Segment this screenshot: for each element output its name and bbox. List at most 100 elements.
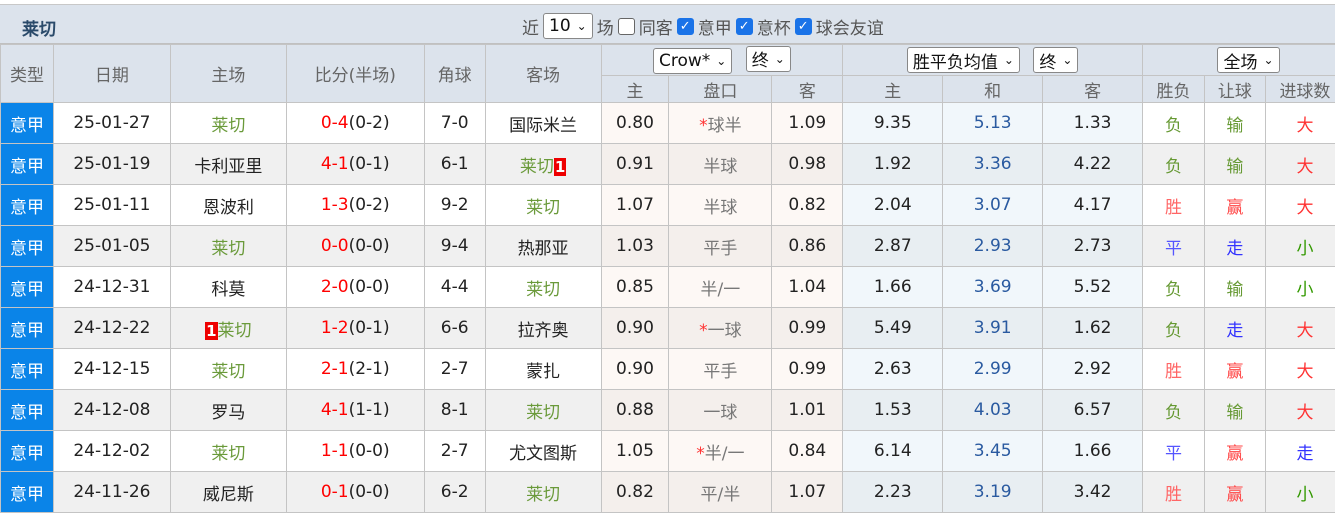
ah-type-select[interactable]: 终⌄ — [746, 46, 791, 72]
ah-home-odds: 0.90 — [601, 349, 669, 390]
coppa-checkbox[interactable]: ✓ — [736, 18, 753, 35]
same-away-checkbox[interactable] — [618, 18, 635, 35]
home-team[interactable]: 卡利亚里 — [194, 157, 262, 177]
match-count-select[interactable]: 10⌄ — [543, 13, 593, 39]
ah-line-cell: *球半 — [669, 103, 772, 144]
eu-draw-odds: 3.45 — [943, 431, 1043, 472]
home-team-cell[interactable]: 莱切 — [170, 226, 286, 267]
away-team[interactable]: 莱切 — [526, 485, 560, 505]
full-score[interactable]: 1-1 — [321, 441, 349, 461]
full-score[interactable]: 0-1 — [321, 482, 349, 502]
ah-home-odds: 0.82 — [601, 472, 669, 513]
league-type[interactable]: 意甲 — [1, 185, 54, 226]
full-score[interactable]: 4-1 — [321, 400, 349, 420]
full-score[interactable]: 1-3 — [321, 195, 349, 215]
red-card-badge: 1 — [554, 158, 566, 176]
euro-company-select[interactable]: 胜平负均值⌄ — [907, 47, 1020, 73]
full-score[interactable]: 4-1 — [321, 154, 349, 174]
away-team-cell[interactable]: 拉齐奥 — [485, 308, 601, 349]
away-team-cell[interactable]: 莱切 — [485, 185, 601, 226]
col-result: 胜负 — [1143, 76, 1205, 103]
league-type[interactable]: 意甲 — [1, 390, 54, 431]
home-team[interactable]: 莱切 — [211, 362, 245, 382]
league-type[interactable]: 意甲 — [1, 226, 54, 267]
away-team[interactable]: 莱切 — [526, 198, 560, 218]
away-team[interactable]: 莱切 — [526, 280, 560, 300]
away-team-cell[interactable]: 蒙扎 — [485, 349, 601, 390]
result: 负 — [1143, 390, 1205, 431]
home-team[interactable]: 莱切 — [211, 444, 245, 464]
away-team[interactable]: 蒙扎 — [526, 362, 560, 382]
league-type[interactable]: 意甲 — [1, 144, 54, 185]
home-team-cell[interactable]: 罗马 — [170, 390, 286, 431]
full-score[interactable]: 0-0 — [321, 236, 349, 256]
eu-draw-odds: 2.99 — [943, 349, 1043, 390]
league-type[interactable]: 意甲 — [1, 103, 54, 144]
away-team[interactable]: 拉齐奥 — [518, 321, 569, 341]
home-team[interactable]: 莱切 — [218, 321, 252, 341]
home-team-cell[interactable]: 莱切 — [170, 431, 286, 472]
eu-away-odds: 1.62 — [1043, 308, 1143, 349]
home-team-cell[interactable]: 莱切 — [170, 349, 286, 390]
league-type[interactable]: 意甲 — [1, 267, 54, 308]
ah-line: 半球 — [703, 157, 737, 177]
full-score[interactable]: 2-1 — [321, 359, 349, 379]
euro-type-select[interactable]: 终⌄ — [1033, 47, 1078, 73]
league-type[interactable]: 意甲 — [1, 308, 54, 349]
home-team-cell[interactable]: 科莫 — [170, 267, 286, 308]
away-team-cell[interactable]: 尤文图斯 — [485, 431, 601, 472]
home-team[interactable]: 莱切 — [211, 239, 245, 259]
table-row: 意甲 25-01-27 莱切 0-4(0-2) 7-0 国际米兰 0.80 *球… — [1, 103, 1335, 144]
score-cell[interactable]: 1-1(0-0) — [286, 431, 424, 472]
home-team-cell[interactable]: 恩波利 — [170, 185, 286, 226]
away-team-cell[interactable]: 莱切1 — [485, 144, 601, 185]
league-type[interactable]: 意甲 — [1, 431, 54, 472]
away-team[interactable]: 国际米兰 — [509, 116, 577, 136]
home-team[interactable]: 罗马 — [211, 403, 245, 423]
serie-a-checkbox[interactable]: ✓ — [677, 18, 694, 35]
home-team-cell[interactable]: 莱切 — [170, 103, 286, 144]
score-cell[interactable]: 4-1(1-1) — [286, 390, 424, 431]
ah-line: 平手 — [703, 362, 737, 382]
result: 平 — [1143, 431, 1205, 472]
eu-away-odds: 2.73 — [1043, 226, 1143, 267]
score-cell[interactable]: 1-2(0-1) — [286, 308, 424, 349]
score-cell[interactable]: 0-0(0-0) — [286, 226, 424, 267]
friendly-checkbox[interactable]: ✓ — [795, 18, 812, 35]
away-team-cell[interactable]: 莱切 — [485, 267, 601, 308]
away-team-cell[interactable]: 热那亚 — [485, 226, 601, 267]
away-team-cell[interactable]: 莱切 — [485, 472, 601, 513]
company-select[interactable]: Crow*⌄ — [653, 48, 732, 74]
score-cell[interactable]: 2-0(0-0) — [286, 267, 424, 308]
score-cell[interactable]: 2-1(2-1) — [286, 349, 424, 390]
score-cell[interactable]: 0-4(0-2) — [286, 103, 424, 144]
home-team-cell[interactable]: 1莱切 — [170, 308, 286, 349]
home-team[interactable]: 威尼斯 — [203, 485, 254, 505]
home-team-cell[interactable]: 威尼斯 — [170, 472, 286, 513]
away-team-cell[interactable]: 莱切 — [485, 390, 601, 431]
period-select[interactable]: 全场⌄ — [1217, 47, 1279, 73]
home-team-cell[interactable]: 卡利亚里 — [170, 144, 286, 185]
result: 负 — [1143, 103, 1205, 144]
home-team[interactable]: 莱切 — [211, 116, 245, 136]
home-team[interactable]: 科莫 — [211, 280, 245, 300]
ah-type-value: 终 — [752, 46, 769, 71]
league-type[interactable]: 意甲 — [1, 349, 54, 390]
score-cell[interactable]: 1-3(0-2) — [286, 185, 424, 226]
away-team[interactable]: 尤文图斯 — [509, 444, 577, 464]
score-cell[interactable]: 4-1(0-1) — [286, 144, 424, 185]
corner-score: 7-0 — [424, 103, 485, 144]
score-cell[interactable]: 0-1(0-0) — [286, 472, 424, 513]
league-type[interactable]: 意甲 — [1, 472, 54, 513]
full-score[interactable]: 2-0 — [321, 277, 349, 297]
eu-draw-odds: 3.69 — [943, 267, 1043, 308]
corner-score: 9-2 — [424, 185, 485, 226]
away-team[interactable]: 热那亚 — [518, 239, 569, 259]
full-score[interactable]: 1-2 — [321, 318, 349, 338]
away-team[interactable]: 莱切 — [526, 403, 560, 423]
full-score[interactable]: 0-4 — [321, 113, 349, 133]
away-team[interactable]: 莱切 — [520, 157, 554, 177]
home-team[interactable]: 恩波利 — [203, 198, 254, 218]
ah-away-odds: 0.84 — [772, 431, 843, 472]
away-team-cell[interactable]: 国际米兰 — [485, 103, 601, 144]
